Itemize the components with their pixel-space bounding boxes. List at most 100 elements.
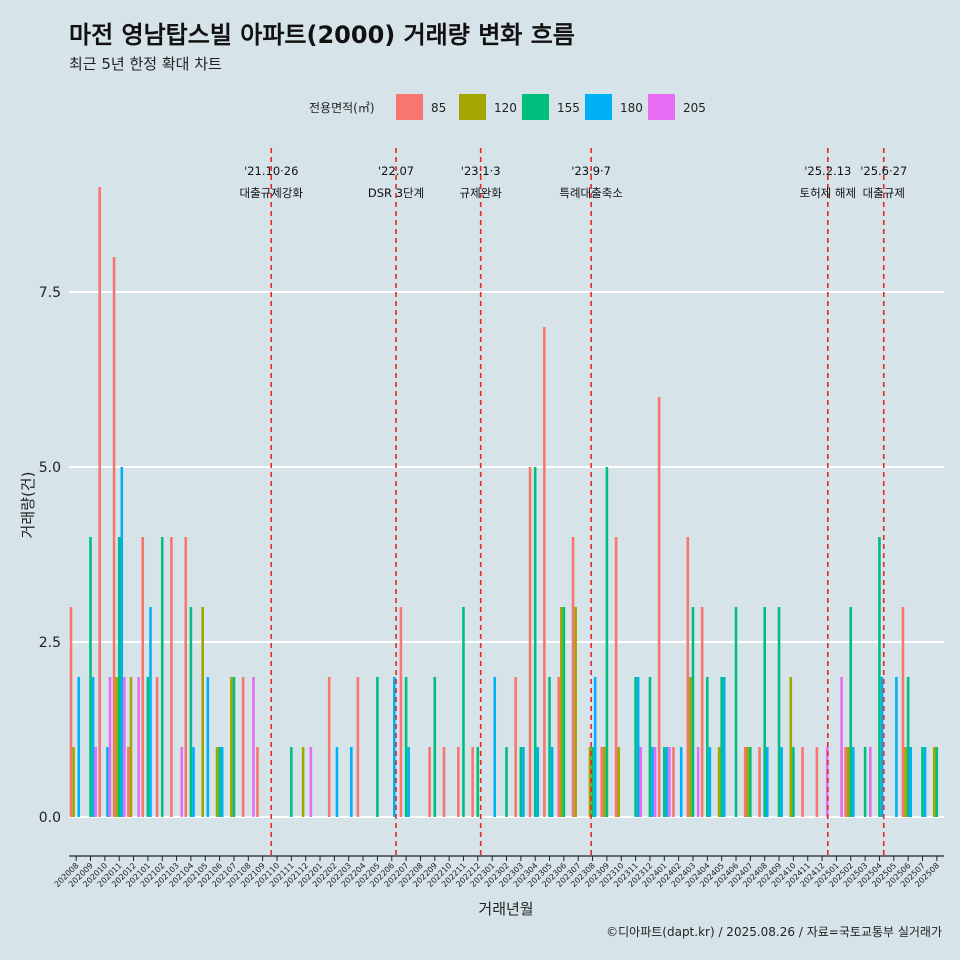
- bar-202305-155: [548, 677, 551, 817]
- bar-202207-85: [399, 607, 403, 817]
- bar-202401-155: [662, 747, 666, 817]
- bar-202105-120: [201, 607, 204, 817]
- bar-202104-155: [189, 607, 193, 817]
- bar-202404-155: [706, 677, 709, 817]
- bar-202306-120: [560, 607, 563, 817]
- bar-202212-85: [471, 747, 474, 817]
- bar-202008-120: [72, 747, 75, 817]
- bar-202309-155: [605, 467, 609, 817]
- bar-202406-155: [734, 607, 738, 817]
- bar-202410-155: [792, 747, 795, 817]
- bar-202211-155: [462, 607, 465, 817]
- bar-202207-180: [407, 747, 410, 817]
- bar-202112-205: [309, 747, 313, 817]
- bar-202212-155: [476, 747, 480, 817]
- bar-202506-155: [906, 677, 910, 817]
- bar-202412-85: [815, 747, 819, 817]
- event-label-4: 토허제 해제: [800, 186, 857, 200]
- bar-202408-155: [763, 607, 766, 817]
- bar-202302-155: [505, 747, 508, 817]
- bar-202106-120: [215, 747, 219, 817]
- bar-202109-85: [256, 747, 259, 817]
- bar-202502-180: [852, 747, 855, 817]
- bar-202202-180: [335, 747, 339, 817]
- bar-202407-155: [749, 747, 752, 817]
- bar-202306-85: [557, 677, 561, 817]
- bar-202301-180: [493, 677, 497, 817]
- bar-202304-155: [533, 467, 537, 817]
- event-label-2: 규제완화: [460, 186, 503, 200]
- event-date-4: '25.2.13: [804, 164, 851, 178]
- bar-202309-120: [603, 747, 606, 817]
- bar-202304-180: [536, 747, 540, 817]
- bar-202306-155: [562, 607, 566, 817]
- bar-202009-180: [91, 677, 95, 817]
- bar-202308-155: [591, 747, 594, 817]
- bar-202503-155: [863, 747, 867, 817]
- legend-label-205: 205: [683, 101, 706, 115]
- legend-label-120: 120: [494, 101, 517, 115]
- bar-202012-120: [129, 677, 133, 817]
- legend-swatch-205: [648, 94, 675, 120]
- bar-202111-155: [290, 747, 293, 817]
- bar-202011-205: [123, 677, 126, 817]
- bar-202308-180: [593, 677, 597, 817]
- bar-202402-85: [672, 747, 675, 817]
- y-axis: 0.0 2.5 5.0 7.5: [39, 285, 61, 826]
- bar-202310-120: [617, 747, 620, 817]
- bar-202311-205: [639, 747, 643, 817]
- x-axis-label: 거래년월: [478, 900, 533, 918]
- bar-202103-205: [180, 747, 184, 817]
- bar-202107-120: [230, 677, 233, 817]
- bar-202202-85: [327, 677, 331, 817]
- bar-202506-180: [909, 747, 913, 817]
- bar-202108-205: [252, 677, 255, 817]
- bar-202504-155: [878, 537, 881, 817]
- legend-label-155: 155: [557, 101, 580, 115]
- bar-202312-155: [648, 677, 652, 817]
- gridlines: [69, 291, 944, 818]
- chart-subtitle: 최근 5년 한정 확대 차트: [69, 55, 222, 73]
- bar-202408-180: [765, 747, 769, 817]
- bar-202408-85: [758, 747, 761, 817]
- bar-202410-120: [789, 677, 793, 817]
- bar-202103-85: [170, 537, 173, 817]
- bar-202010-85: [98, 187, 101, 817]
- bar-202211-85: [457, 747, 460, 817]
- bar-202304-85: [528, 467, 532, 817]
- bar-202311-180: [636, 677, 640, 817]
- bar-202102-85: [155, 677, 159, 817]
- event-date-5: '25.6·27: [860, 164, 907, 178]
- event-label-5: 대출규제: [863, 186, 905, 200]
- source-caption: ©디아파트(dapt.kr) / 2025.08.26 / 자료=국토교통부 실…: [606, 925, 942, 939]
- bar-202205-155: [376, 677, 379, 817]
- bar-202407-85: [743, 747, 747, 817]
- bar-202011-85: [112, 257, 116, 817]
- legend-swatch-85: [396, 94, 423, 120]
- bar-202403-155: [691, 607, 695, 817]
- legend-swatch-120: [459, 94, 486, 120]
- bar-202411-85: [801, 747, 804, 817]
- bar-202303-180: [522, 747, 525, 817]
- bar-202503-205: [868, 747, 872, 817]
- bar-202009-155: [89, 537, 92, 817]
- bar-202505-180: [895, 677, 898, 817]
- event-date-2: '23.1·3: [461, 164, 501, 178]
- legend-title: 전용면적(㎡): [309, 101, 375, 115]
- bar-202508-155: [935, 747, 939, 817]
- bar-202401-180: [665, 747, 669, 817]
- bar-202305-85: [543, 327, 546, 817]
- bar-202311-155: [634, 677, 637, 817]
- bar-202207-155: [404, 677, 408, 817]
- bars: [69, 187, 939, 817]
- event-date-0: '21.10·26: [244, 164, 298, 178]
- y-tick-label: 2.5: [39, 635, 61, 651]
- bar-202405-180: [722, 677, 726, 817]
- bar-202102-155: [160, 537, 164, 817]
- bar-202504-180: [880, 677, 884, 817]
- bar-202409-155: [777, 607, 781, 817]
- legend-swatch-180: [585, 94, 612, 120]
- bar-202405-120: [717, 747, 721, 817]
- bar-202404-85: [700, 607, 704, 817]
- bar-202502-120: [846, 747, 850, 817]
